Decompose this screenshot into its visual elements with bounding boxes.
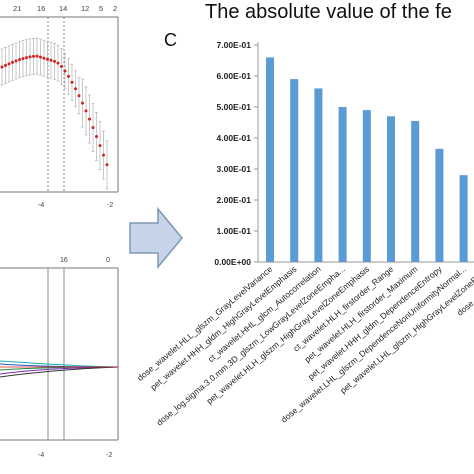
cv-point xyxy=(81,101,84,105)
cv-curve-plot: 21 16 14 12 5 2 -4 -2 xyxy=(0,4,119,209)
cv-point xyxy=(105,163,109,167)
cv-point xyxy=(60,65,63,69)
coef-top-tick-label: 0 xyxy=(106,257,110,264)
cv-top-tick-label: 21 xyxy=(13,4,21,13)
bar xyxy=(435,148,444,262)
bar xyxy=(411,120,420,262)
cv-point xyxy=(49,58,53,62)
cv-point xyxy=(46,57,49,61)
cv-point xyxy=(18,58,21,62)
cv-point xyxy=(91,126,95,130)
cv-top-tick-label: 2 xyxy=(113,4,117,13)
cv-point xyxy=(88,117,91,121)
cv-top-tick-label: 12 xyxy=(81,4,89,13)
cv-x-tick-label: -2 xyxy=(107,202,113,209)
coef-x-tick-label: -2 xyxy=(106,452,112,459)
bar xyxy=(338,107,347,262)
cv-point xyxy=(102,153,105,157)
coef-x-tick-label: -4 xyxy=(38,452,44,459)
chart-title: The absolute value of the fe xyxy=(205,1,452,23)
bar-y-tick-label: 1.00E-01 xyxy=(217,226,252,236)
bar-y-tick-label: 7.00E-01 xyxy=(217,40,252,50)
cv-point xyxy=(74,87,77,91)
cv-point xyxy=(7,62,11,66)
right-arrow-icon xyxy=(129,206,183,270)
cv-point xyxy=(39,55,42,59)
bar xyxy=(459,175,468,262)
cv-point xyxy=(28,55,32,59)
cv-point xyxy=(4,63,7,67)
cv-point xyxy=(70,80,74,84)
cv-point xyxy=(77,94,81,98)
cv-point xyxy=(98,144,102,148)
cv-error-points xyxy=(0,37,109,190)
cv-top-tick-labels: 21 16 14 12 5 2 xyxy=(13,4,117,13)
bar-y-tick-label: 5.00E-01 xyxy=(217,102,252,112)
cv-point xyxy=(35,54,39,58)
bar-y-tick-label: 6.00E-01 xyxy=(217,71,252,81)
cv-point xyxy=(56,61,60,65)
bar xyxy=(266,57,274,263)
cv-top-tick-label: 14 xyxy=(59,4,67,13)
cv-point xyxy=(0,65,4,69)
bar-y-tick-label: 0.00E+00 xyxy=(214,257,251,267)
cv-x-tick-label: -4 xyxy=(38,202,44,209)
cv-point xyxy=(95,134,98,138)
cv-point xyxy=(21,57,25,61)
cv-point xyxy=(32,54,35,58)
bar xyxy=(314,88,323,263)
cv-point xyxy=(84,109,88,113)
bar-y-tick-label: 3.00E-01 xyxy=(217,164,252,174)
coef-path-line xyxy=(0,366,119,378)
bar xyxy=(362,110,371,262)
panel-letter: C xyxy=(164,30,177,50)
coefficient-path-plot: 16 0 -4 -2 xyxy=(0,257,119,459)
cv-point xyxy=(53,59,56,63)
bar-y-tick-label: 2.00E-01 xyxy=(217,195,252,205)
bar xyxy=(387,116,395,262)
cv-top-tick-label: 16 xyxy=(37,4,45,13)
cv-point xyxy=(63,69,67,73)
cv-point xyxy=(67,74,70,78)
cv-point xyxy=(42,56,46,60)
coef-top-tick-label: 16 xyxy=(60,257,68,264)
bar-y-tick-label: 4.00E-01 xyxy=(217,133,252,143)
cv-point xyxy=(11,60,14,64)
cv-point xyxy=(25,56,28,60)
cv-point xyxy=(14,59,18,63)
cv-top-tick-label: 5 xyxy=(99,4,103,13)
bar xyxy=(290,79,299,262)
